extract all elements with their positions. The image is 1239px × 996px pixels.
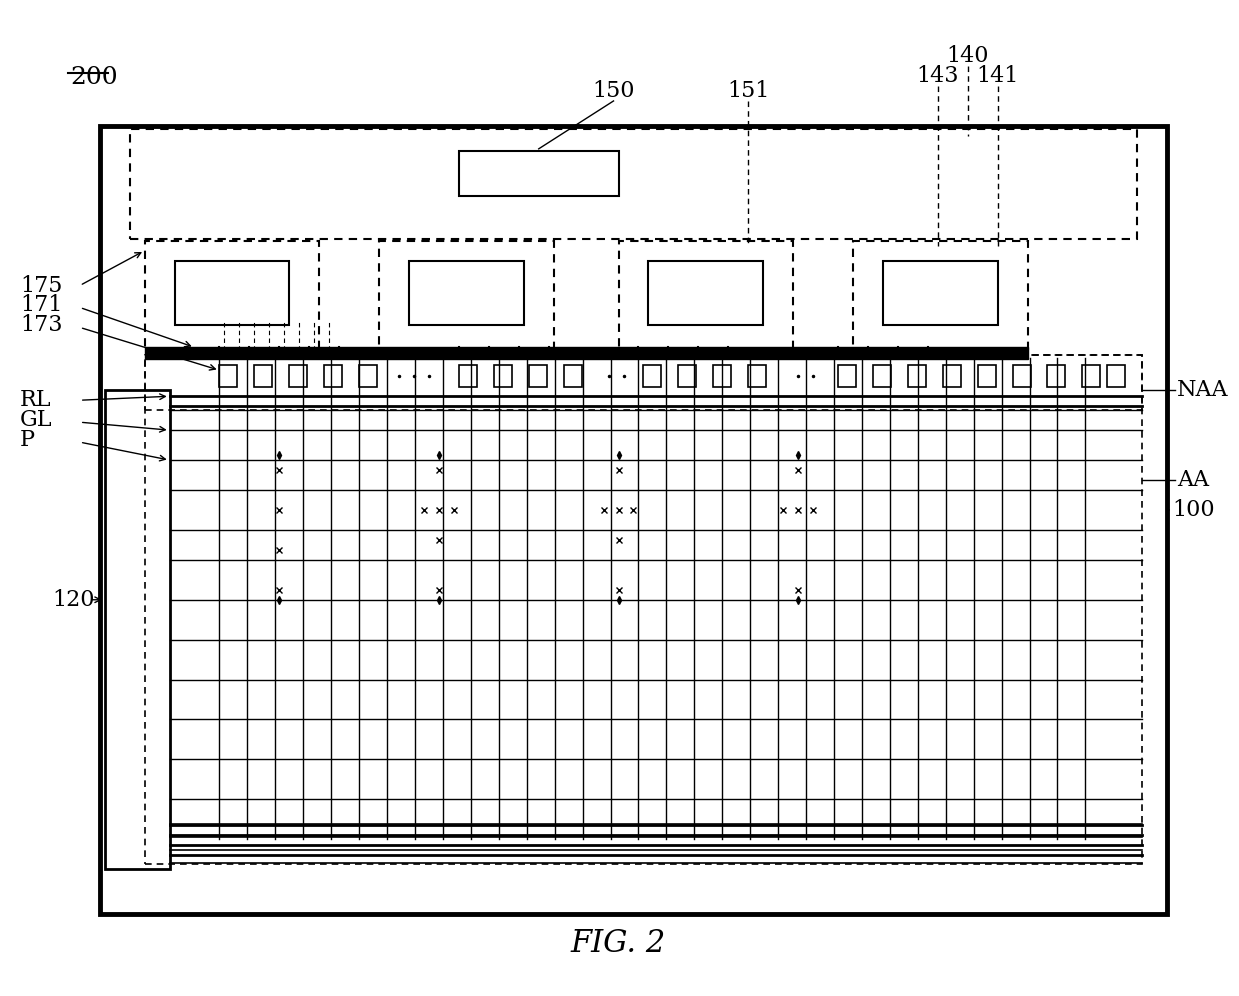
Bar (714, 366, 731, 387)
Bar (175, 261, 289, 326)
Bar (379, 241, 554, 351)
Text: 120: 120 (52, 589, 94, 611)
Text: FIG. 2: FIG. 2 (571, 928, 667, 959)
Bar (648, 261, 763, 326)
Bar (359, 366, 377, 387)
Bar (1108, 366, 1125, 387)
Bar (1083, 366, 1100, 387)
Bar (883, 261, 997, 326)
Bar (564, 366, 581, 387)
Bar (325, 366, 342, 387)
Text: GL: GL (20, 409, 52, 431)
Bar (679, 366, 696, 387)
Bar (105, 390, 170, 870)
Text: 140: 140 (947, 45, 989, 67)
Text: 141: 141 (976, 65, 1018, 87)
Bar (1047, 366, 1066, 387)
Bar (852, 241, 1027, 351)
Bar (254, 366, 273, 387)
Bar (943, 366, 960, 387)
Text: RL: RL (20, 389, 52, 411)
Bar (219, 366, 238, 387)
Text: 171: 171 (20, 295, 62, 317)
Bar (130, 128, 1137, 239)
Bar (529, 366, 546, 387)
Bar (145, 348, 1027, 360)
Bar (145, 241, 320, 351)
Bar (458, 366, 477, 387)
Bar (748, 366, 766, 387)
Bar (145, 356, 1142, 410)
Text: 151: 151 (727, 80, 769, 102)
Bar (873, 366, 891, 387)
Bar (643, 366, 662, 387)
Bar (908, 366, 926, 387)
Text: 100: 100 (1172, 499, 1214, 521)
Bar (458, 150, 618, 196)
Text: 200: 200 (69, 66, 118, 89)
Text: 173: 173 (20, 315, 62, 337)
Bar (838, 366, 856, 387)
Text: NAA: NAA (1177, 379, 1229, 401)
Bar (289, 366, 307, 387)
Bar (494, 366, 512, 387)
Text: P: P (20, 429, 35, 451)
Bar (100, 125, 1167, 914)
Bar (978, 366, 996, 387)
Bar (409, 261, 524, 326)
Text: 150: 150 (592, 80, 634, 102)
Text: 143: 143 (917, 65, 959, 87)
Text: AA: AA (1177, 469, 1209, 491)
Bar (1012, 366, 1031, 387)
Text: 175: 175 (20, 275, 62, 297)
Bar (145, 356, 1142, 865)
Bar (618, 241, 793, 351)
